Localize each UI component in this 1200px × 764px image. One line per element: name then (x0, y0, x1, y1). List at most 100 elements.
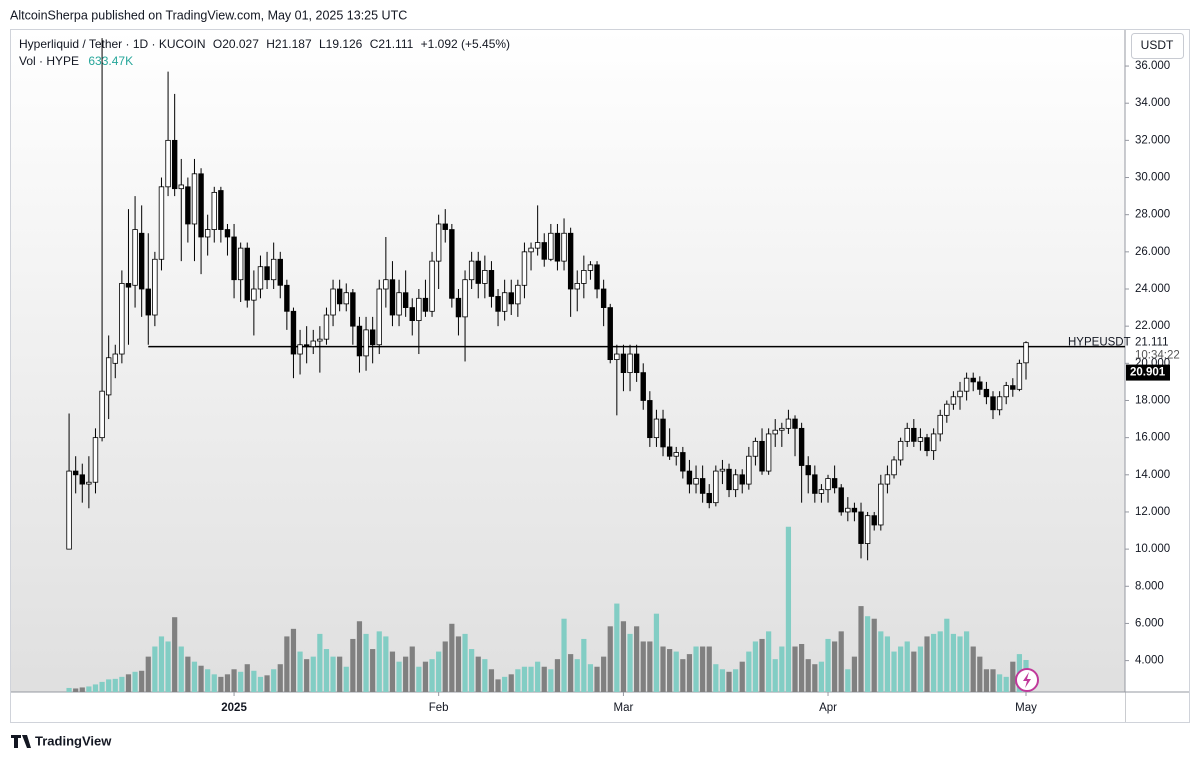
volume-bar (218, 676, 224, 692)
volume-bar (752, 641, 759, 692)
volume-bar (73, 688, 79, 692)
candle-body (396, 292, 402, 316)
volume-bar (172, 617, 178, 692)
candle-body (620, 353, 627, 374)
volume-bar (653, 613, 660, 692)
volume-bar (449, 623, 455, 692)
candle-body (924, 437, 930, 452)
candle-body (231, 236, 237, 281)
currency-box[interactable] (1131, 33, 1184, 59)
candle-body (171, 139, 178, 190)
candle-body (270, 258, 277, 281)
candle-body (317, 338, 323, 342)
volume-bar (330, 656, 336, 692)
volume-bar (152, 646, 158, 692)
volume-bar (422, 661, 429, 692)
candle-body (297, 344, 303, 355)
volume-bar (139, 670, 145, 692)
y-tick-label: 8.000 (1135, 580, 1164, 592)
candle-body (323, 314, 330, 340)
volume-bar (112, 678, 118, 692)
price-tag-symbol: HYPEUSDT (1068, 337, 1131, 349)
candle-body (930, 433, 937, 452)
hline-price: 20.901 (1130, 367, 1166, 379)
volume-bar (409, 646, 415, 692)
candle-body (864, 515, 871, 544)
candle-body (858, 511, 864, 544)
candle-body (105, 357, 112, 396)
candle-body (86, 481, 92, 485)
candle-body (765, 433, 772, 472)
y-tick-label: 16.000 (1135, 432, 1170, 444)
volume-bar (502, 676, 508, 692)
brand: TradingView (35, 733, 112, 748)
y-tick-label: 34.000 (1135, 97, 1170, 109)
x-tick-label: Apr (819, 702, 837, 714)
candle-body (996, 396, 1003, 411)
candle-body (343, 292, 349, 305)
volume-bar (488, 669, 495, 692)
volume-bar (997, 674, 1003, 692)
volume-bar (323, 649, 330, 692)
candle-body (369, 329, 376, 346)
candle-body (911, 427, 917, 442)
volume-bar (350, 638, 356, 692)
volume-bar (304, 659, 310, 692)
candle-body (587, 264, 594, 271)
candle-body (521, 251, 528, 286)
candle-body (435, 223, 442, 262)
candle-body (944, 403, 950, 416)
y-tick-label: 12.000 (1135, 506, 1170, 518)
candle-body (732, 474, 739, 491)
volume-bar (277, 664, 283, 692)
candle-body (990, 396, 996, 411)
candle-body (660, 418, 666, 448)
candle-body (779, 427, 785, 431)
volume-bar (706, 646, 712, 692)
volume-bar (970, 646, 976, 692)
volume-legend: Vol · HYPE 633.47K (19, 54, 133, 68)
volume-bar (977, 656, 983, 692)
volume-bar (983, 669, 990, 692)
volume-bar (495, 679, 501, 692)
candle-body (871, 515, 877, 526)
candle-body (251, 288, 257, 301)
candle-body (468, 260, 475, 281)
candle-body (442, 223, 448, 230)
volume-bar (832, 641, 838, 692)
candle-body (145, 288, 151, 316)
candle-body (257, 266, 264, 290)
x-tick-label: 2025 (221, 702, 247, 714)
currency: USDT (1141, 38, 1174, 52)
countdown: 10:34:22 (1135, 350, 1180, 362)
volume-bar (568, 654, 574, 692)
volume-bar (317, 633, 323, 692)
candle-body (1003, 385, 1009, 398)
candle-body (501, 292, 508, 312)
volume-bar (310, 656, 316, 692)
candle-body (884, 474, 891, 485)
volume-bar (363, 633, 369, 692)
y-tick-label: 28.000 (1135, 209, 1170, 221)
candle-body (211, 191, 217, 230)
y-tick-label: 32.000 (1135, 134, 1170, 146)
y-tick-label: 30.000 (1135, 172, 1170, 184)
plot (66, 38, 1125, 692)
volume-bar (607, 626, 613, 692)
candle-body (455, 297, 462, 318)
candle-body (647, 400, 653, 439)
volume-bar (990, 669, 996, 692)
volume-bar (92, 684, 99, 692)
volume-bar (211, 674, 217, 692)
volume-bar (264, 675, 270, 692)
candle-body (158, 186, 165, 260)
volume-bar (792, 646, 798, 692)
volume-bar (957, 636, 963, 692)
candle-body (508, 292, 514, 305)
candle-body (191, 173, 198, 225)
volume-bar (574, 659, 580, 692)
chart-frame (10, 29, 1190, 723)
volume-bar (620, 621, 627, 692)
volume-bar (845, 669, 851, 692)
